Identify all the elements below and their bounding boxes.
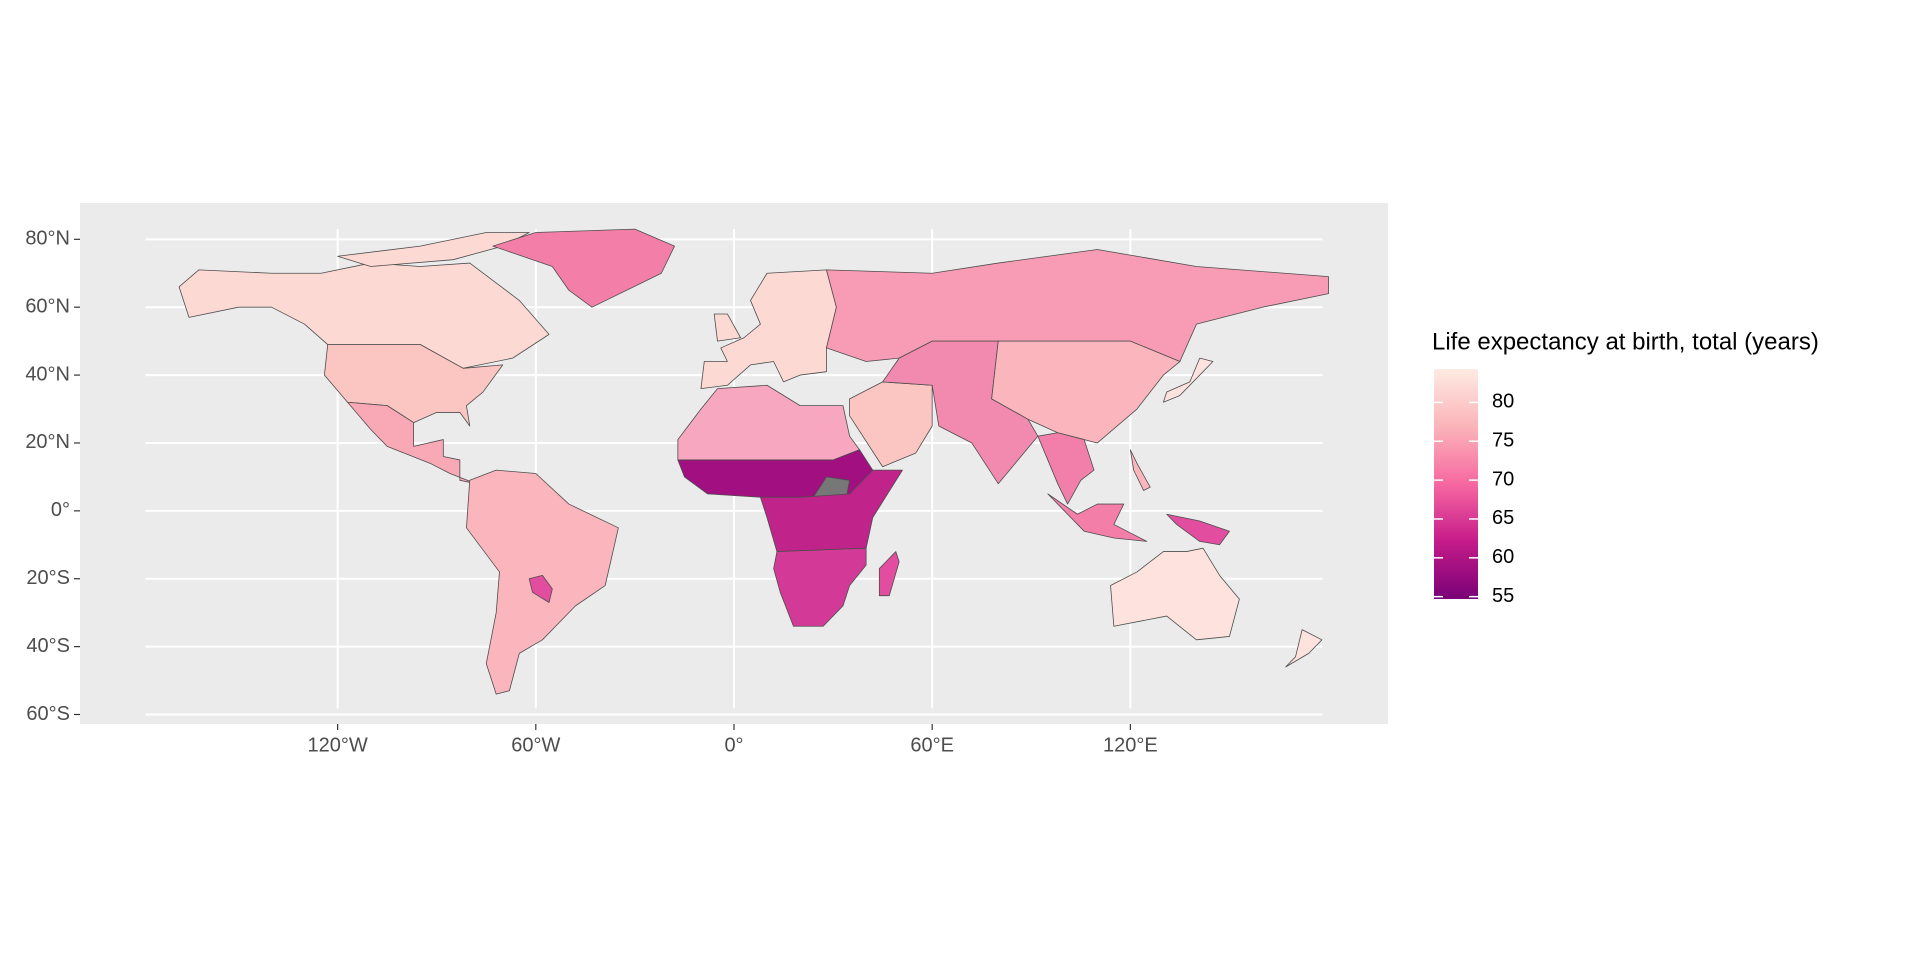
y-tick-label: 80°N (25, 228, 70, 250)
y-tick-label: 60°S (26, 703, 70, 725)
legend-tick-label: 75 (1492, 430, 1514, 452)
papua (1167, 514, 1230, 545)
y-tick-label: 20°S (26, 567, 70, 589)
legend-tick-label: 70 (1492, 468, 1514, 490)
y-tick-label: 60°N (25, 295, 70, 317)
greenland (493, 229, 675, 307)
central-africa (760, 470, 902, 551)
indonesia (1048, 494, 1147, 542)
russia-east-europe (826, 249, 1328, 361)
new-zealand (1286, 630, 1322, 667)
legend-colorbar (1434, 369, 1478, 599)
legend-tick-label: 55 (1492, 585, 1514, 607)
legend-tick-label: 80 (1492, 391, 1514, 413)
legend-title: Life expectancy at birth, total (years) (1432, 328, 1819, 355)
australia (1111, 548, 1240, 640)
y-tick-label: 0° (51, 499, 70, 521)
madagascar (879, 552, 899, 596)
legend-tick-label: 60 (1492, 546, 1514, 568)
x-tick-label: 120°E (1103, 734, 1158, 756)
y-tick-label: 40°N (25, 363, 70, 385)
central-america (348, 402, 477, 483)
x-tick-label: 60°W (511, 734, 560, 756)
japan (1163, 358, 1213, 402)
southeast-asia (1038, 433, 1094, 504)
paraguay (529, 575, 552, 602)
y-tick-label: 20°N (25, 431, 70, 453)
south-central-asia (883, 341, 1038, 484)
x-tick-label: 60°E (910, 734, 954, 756)
canada-alaska (179, 263, 549, 368)
countries (179, 229, 1328, 694)
x-tick-label: 0° (724, 734, 743, 756)
y-tick-label: 40°S (26, 635, 70, 657)
legend-tick-label: 65 (1492, 507, 1514, 529)
x-tick-label: 120°W (308, 734, 368, 756)
britain (714, 314, 740, 341)
china-mongolia (992, 341, 1180, 443)
southern-africa (774, 548, 866, 626)
philippines (1130, 450, 1150, 491)
